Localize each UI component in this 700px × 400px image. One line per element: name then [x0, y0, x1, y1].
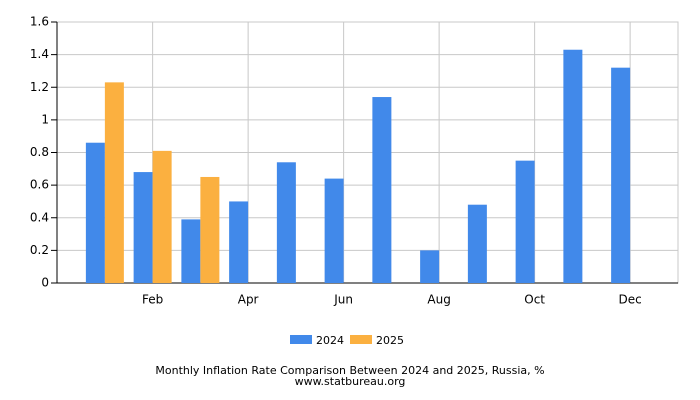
- bar: [611, 67, 631, 283]
- chart-subtitle: www.statbureau.org: [295, 375, 406, 388]
- bar: [229, 201, 249, 283]
- x-tick-label: Aug: [427, 293, 450, 307]
- legend-label: 2024: [316, 334, 344, 347]
- bar: [85, 142, 105, 283]
- y-tick-label: 0.4: [30, 210, 49, 224]
- bar: [420, 250, 440, 283]
- y-tick-label: 1: [41, 112, 49, 126]
- bar: [104, 82, 124, 283]
- y-tick-label: 1.2: [30, 80, 49, 94]
- y-tick-label: 1.6: [30, 15, 49, 29]
- y-tick-label: 0.8: [30, 145, 49, 159]
- bar: [515, 160, 535, 283]
- x-tick-label: Oct: [524, 293, 545, 307]
- x-tick-label: Jun: [333, 293, 353, 307]
- y-tick-label: 0.6: [30, 178, 49, 192]
- bar: [181, 219, 201, 283]
- bar: [563, 49, 583, 284]
- x-tick-label: Feb: [142, 293, 163, 307]
- legend-label: 2025: [376, 334, 404, 347]
- bar: [324, 178, 344, 283]
- bar: [133, 172, 153, 283]
- bar: [467, 204, 487, 283]
- chart-title: Monthly Inflation Rate Comparison Betwee…: [155, 364, 544, 377]
- x-tick-label: Apr: [238, 293, 259, 307]
- y-tick-label: 0.2: [30, 243, 49, 257]
- x-tick-label: Dec: [619, 293, 642, 307]
- bar: [200, 176, 220, 283]
- y-tick-label: 1.4: [30, 47, 49, 61]
- bar: [152, 150, 172, 283]
- bar: [372, 97, 392, 283]
- legend-swatch: [350, 335, 372, 344]
- legend-swatch: [290, 335, 312, 344]
- bar: [276, 162, 296, 283]
- y-tick-label: 0: [41, 276, 49, 290]
